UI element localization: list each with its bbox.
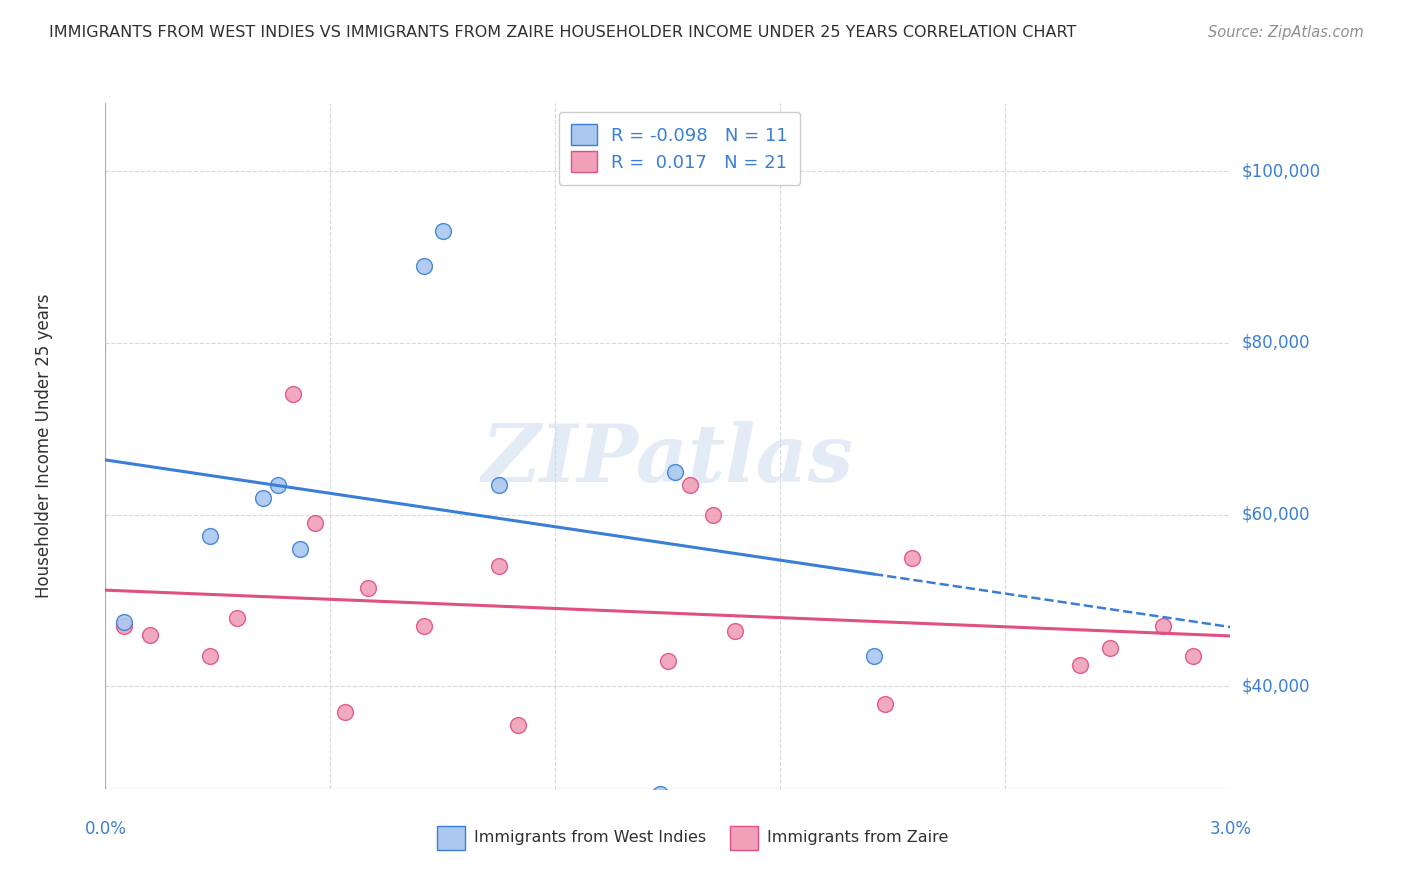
Point (679, 477, 702, 491)
Point (724, 624, 747, 638)
Text: $40,000: $40,000 (1241, 677, 1310, 696)
Point (304, 516, 326, 531)
Point (267, 477, 290, 491)
Point (1152, 619, 1174, 633)
Point (357, 581, 380, 595)
Point (200, 649, 222, 664)
Point (252, 491, 274, 505)
Text: Immigrants from West Indies: Immigrants from West Indies (474, 830, 706, 845)
Text: 3.0%: 3.0% (1209, 820, 1251, 838)
FancyBboxPatch shape (730, 826, 758, 850)
Point (664, 465, 686, 479)
Point (1099, 640, 1122, 655)
Point (413, 619, 436, 633)
Point (200, 529, 222, 543)
Point (1181, 649, 1204, 664)
Point (290, 542, 312, 557)
Point (281, 387, 304, 401)
Point (650, 787, 672, 801)
Point (112, 619, 135, 633)
Point (702, 508, 724, 522)
Text: $80,000: $80,000 (1241, 334, 1310, 352)
Point (335, 705, 357, 719)
Point (432, 224, 454, 238)
Text: $60,000: $60,000 (1241, 506, 1310, 524)
Text: Householder Income Under 25 years: Householder Income Under 25 years (35, 293, 52, 599)
Point (506, 718, 529, 732)
Text: Source: ZipAtlas.com: Source: ZipAtlas.com (1208, 25, 1364, 40)
Text: IMMIGRANTS FROM WEST INDIES VS IMMIGRANTS FROM ZAIRE HOUSEHOLDER INCOME UNDER 25: IMMIGRANTS FROM WEST INDIES VS IMMIGRANT… (49, 25, 1077, 40)
Point (139, 628, 162, 642)
Point (1069, 657, 1091, 672)
FancyBboxPatch shape (437, 826, 465, 850)
Point (863, 649, 886, 664)
Point (488, 477, 510, 491)
Text: Immigrants from Zaire: Immigrants from Zaire (766, 830, 948, 845)
Point (225, 611, 247, 625)
Point (900, 550, 922, 565)
Point (488, 559, 510, 574)
Point (413, 259, 436, 273)
Text: $100,000: $100,000 (1241, 162, 1320, 180)
Point (875, 697, 897, 711)
Point (657, 654, 679, 668)
Text: ZIPatlas: ZIPatlas (482, 421, 853, 499)
Text: 0.0%: 0.0% (84, 820, 127, 838)
Legend: R = -0.098   N = 11, R =  0.017   N = 21: R = -0.098 N = 11, R = 0.017 N = 21 (558, 112, 800, 185)
Point (112, 615, 135, 629)
